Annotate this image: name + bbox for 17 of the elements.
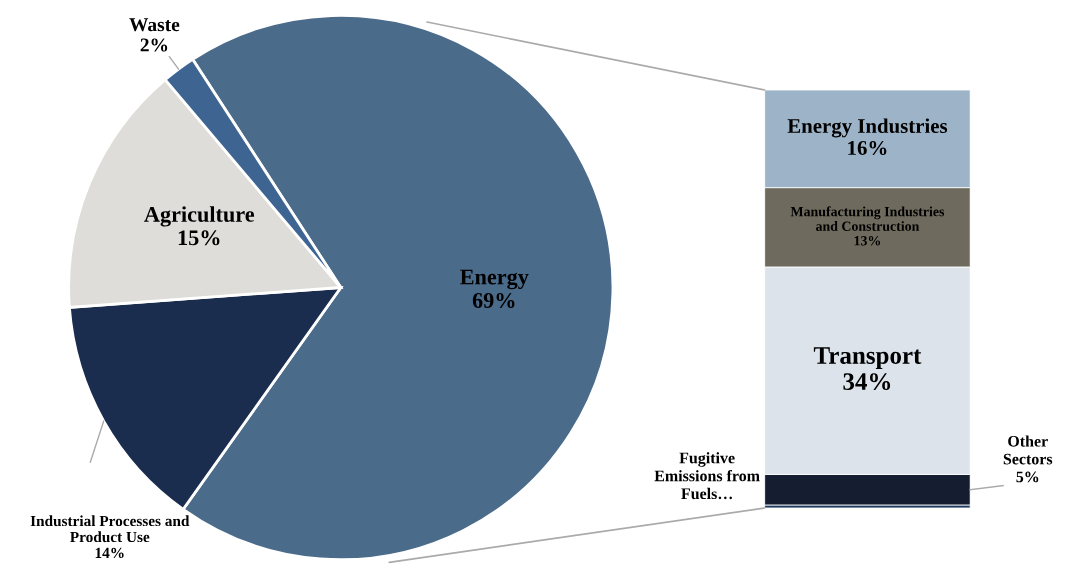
data-label: 15% <box>178 230 220 246</box>
data-label: 14% <box>95 547 124 559</box>
slice-label: Agriculture <box>144 206 255 227</box>
data-label: 16% <box>848 140 887 156</box>
series-label: Manufacturing Industries and Construction <box>790 206 945 231</box>
data-label: 34% <box>843 373 891 391</box>
slice-label: Energy <box>460 269 529 290</box>
data-label: 5% <box>1016 471 1039 483</box>
slice-label: Industrial Processes and Product Use <box>30 515 190 543</box>
series-label: Fugitive Emissions from Fuels… <box>654 452 760 500</box>
data-label: 13% <box>854 236 881 246</box>
data-label: 69% <box>472 292 515 308</box>
text: Other Sectors <box>1003 435 1053 465</box>
data-label: 2% <box>140 38 168 52</box>
series-label: Energy Industries <box>787 118 948 138</box>
slice-label: Waste <box>129 18 180 32</box>
series-label: Transport <box>813 347 922 369</box>
